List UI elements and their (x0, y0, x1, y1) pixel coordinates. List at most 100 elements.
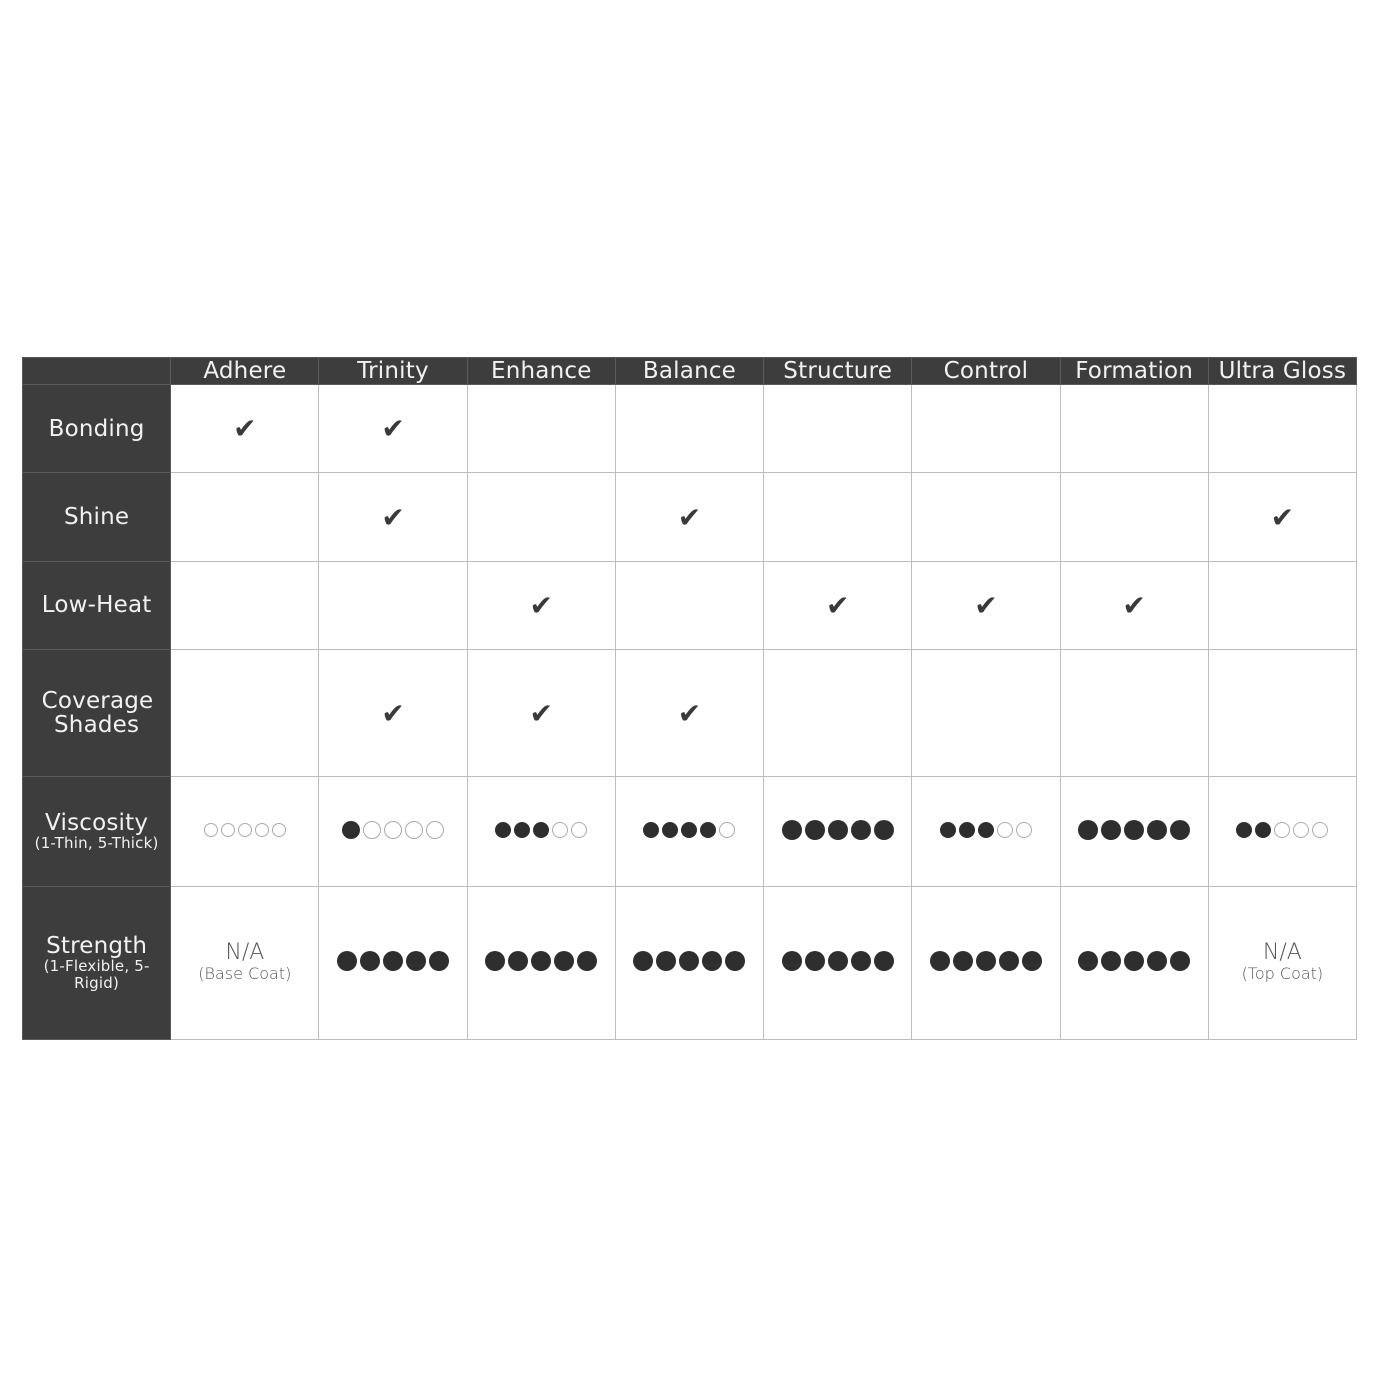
header-row: Adhere Trinity Enhance Balance Structure Cont… (21, 357, 1358, 385)
table-cell: N/A (Top Coat) (1207, 885, 1358, 1041)
row-header: Coverage Shades (21, 649, 172, 778)
filled-dot-icon (1236, 821, 1253, 838)
filled-dot-icon (958, 821, 975, 838)
filled-dot-icon (1147, 819, 1168, 840)
table-cell (1059, 776, 1209, 887)
filled-dot-icon (1078, 950, 1099, 971)
empty-dot-icon (552, 821, 569, 838)
table-cell: ✔ (911, 560, 1061, 651)
check-icon: ✔ (677, 500, 702, 534)
table-row: Low-Heat ✔ ✔ ✔ ✔ (21, 560, 1358, 651)
column-header: Balance (614, 357, 765, 385)
empty-dot-icon (384, 820, 403, 839)
filled-dot-icon (662, 821, 679, 838)
table-cell: ✔ (614, 472, 765, 562)
table-cell: ✔ (466, 649, 616, 778)
filled-dot-icon (804, 819, 825, 840)
empty-dot-icon (237, 823, 252, 838)
filled-dot-icon (508, 950, 529, 971)
filled-dot-icon (804, 950, 825, 971)
check-icon: ✔ (381, 696, 405, 730)
empty-dot-icon (271, 823, 286, 838)
table-cell (1207, 560, 1358, 651)
row-sublabel: (1-Flexible, 5-Rigid) (43, 956, 150, 992)
rating-dots (342, 820, 445, 839)
filled-dot-icon (873, 819, 894, 840)
filled-dot-icon (485, 950, 506, 971)
empty-dot-icon (1293, 821, 1310, 838)
filled-dot-icon (495, 821, 512, 838)
filled-dot-icon (656, 950, 677, 971)
column-header: Adhere (170, 357, 320, 385)
filled-dot-icon (781, 950, 802, 971)
table-cell: ✔ (763, 560, 913, 651)
row-label: Viscosity (45, 810, 149, 837)
table-cell: ✔ (1059, 560, 1209, 651)
rating-dots (643, 821, 736, 838)
table-row: Viscosity (1-Thin, 5-Thick) (21, 776, 1358, 887)
table-cell (318, 776, 468, 887)
filled-dot-icon (1170, 950, 1191, 971)
rating-dots (1078, 950, 1191, 971)
filled-dot-icon (1147, 950, 1168, 971)
not-applicable: N/A (Top Coat) (1209, 941, 1356, 984)
filled-dot-icon (702, 950, 723, 971)
empty-dot-icon (571, 821, 588, 838)
filled-dot-icon (533, 821, 550, 838)
table-cell: ✔ (466, 560, 616, 651)
rating-dots (929, 950, 1042, 971)
table-cell (466, 885, 616, 1041)
empty-dot-icon (220, 823, 235, 838)
table-cell: ✔ (1207, 472, 1358, 562)
filled-dot-icon (929, 950, 950, 971)
column-header: Enhance (466, 357, 616, 385)
table-cell (763, 649, 913, 778)
table-cell (1207, 776, 1358, 887)
rating-dots (337, 950, 450, 971)
column-header: Control (911, 357, 1061, 385)
filled-dot-icon (952, 950, 973, 971)
column-header: Structure (763, 357, 913, 385)
table-cell (763, 472, 913, 562)
empty-dot-icon (1274, 821, 1291, 838)
row-sublabel: (1-Thin, 5-Thick) (34, 834, 159, 853)
table-cell (763, 885, 913, 1041)
filled-dot-icon (1101, 950, 1122, 971)
filled-dot-icon (700, 821, 717, 838)
comparison-table: Adhere Trinity Enhance Balance Structure Cont… (21, 357, 1358, 1041)
check-icon: ✔ (825, 588, 850, 622)
check-icon: ✔ (381, 412, 405, 446)
table-cell (466, 383, 616, 474)
table-cell (318, 560, 468, 651)
filled-dot-icon (633, 950, 654, 971)
empty-dot-icon (405, 820, 424, 839)
table-cell (1059, 885, 1209, 1041)
row-header: Low-Heat (21, 560, 172, 651)
filled-dot-icon (429, 950, 450, 971)
filled-dot-icon (406, 950, 427, 971)
filled-dot-icon (679, 950, 700, 971)
empty-dot-icon (426, 820, 445, 839)
na-text: N/A (225, 939, 265, 965)
table-cell (1059, 383, 1209, 474)
filled-dot-icon (873, 950, 894, 971)
check-icon: ✔ (529, 696, 553, 730)
check-icon: ✔ (1122, 588, 1146, 622)
filled-dot-icon (514, 821, 531, 838)
rating-dots (1078, 819, 1191, 840)
rating-dots (1236, 821, 1329, 838)
table-row: Coverage Shades ✔ ✔ ✔ (21, 649, 1358, 778)
table-cell (911, 383, 1061, 474)
table-cell (763, 383, 913, 474)
filled-dot-icon (681, 821, 698, 838)
empty-dot-icon (1015, 821, 1032, 838)
row-header: Bonding (21, 383, 172, 474)
filled-dot-icon (1101, 819, 1122, 840)
filled-dot-icon (1021, 950, 1042, 971)
filled-dot-icon (577, 950, 598, 971)
row-label: Strength (46, 932, 148, 959)
table-cell: ✔ (318, 649, 468, 778)
filled-dot-icon (1124, 950, 1145, 971)
check-icon: ✔ (1270, 500, 1295, 534)
filled-dot-icon (977, 821, 994, 838)
